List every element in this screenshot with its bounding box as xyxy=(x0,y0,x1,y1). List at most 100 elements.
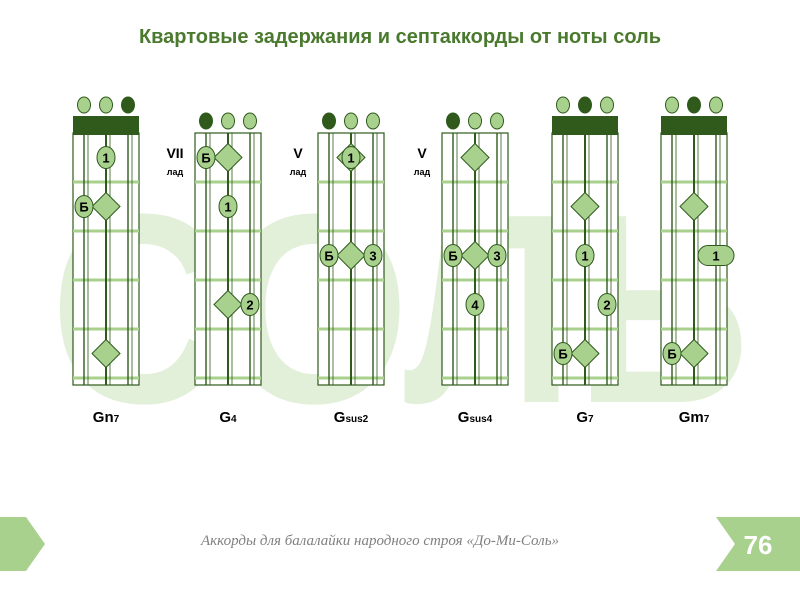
footer-left-arrow xyxy=(0,517,45,571)
finger-circle xyxy=(487,244,507,267)
finger-label: Б xyxy=(324,249,333,264)
open-string-2 xyxy=(99,96,113,114)
note-diamond xyxy=(570,338,600,369)
note-diamond xyxy=(460,240,490,271)
finger-circle xyxy=(218,195,238,218)
nut xyxy=(552,116,618,135)
watermark-text: СОЛЬ xyxy=(50,159,750,460)
finger-label: Б xyxy=(201,151,210,166)
chord-name-suffix: sus2 xyxy=(345,414,368,425)
finger-circle xyxy=(443,244,463,267)
nut xyxy=(73,116,139,135)
finger-circle xyxy=(319,244,339,267)
open-string-2 xyxy=(578,96,592,114)
finger-label: 3 xyxy=(369,249,376,264)
finger-label: 2 xyxy=(246,298,253,313)
chord-g4: VII лад Б 1 2 G4 xyxy=(166,112,262,426)
finger-circle xyxy=(196,146,216,169)
open-string-1 xyxy=(556,96,570,114)
finger-circle xyxy=(341,146,361,169)
finger-circle xyxy=(96,146,116,169)
open-string-1 xyxy=(446,112,460,130)
finger-label: 1 xyxy=(712,249,719,264)
chord-name-root: Gn xyxy=(93,409,114,426)
note-diamond xyxy=(679,338,709,369)
finger-label: 3 xyxy=(493,249,500,264)
finger-label: Б xyxy=(558,347,567,362)
chord-name-root: Gm xyxy=(679,409,704,426)
finger-circle xyxy=(465,293,485,316)
note-diamond xyxy=(213,142,243,173)
finger-circle xyxy=(240,293,260,316)
note-diamond xyxy=(570,191,600,222)
open-string-2 xyxy=(221,112,235,130)
finger-circle xyxy=(662,342,682,365)
fret-number-label: VII xyxy=(166,145,183,161)
finger-circle xyxy=(74,195,94,218)
finger-label: 4 xyxy=(471,298,479,313)
chord-name-root: G xyxy=(576,409,588,426)
finger-circle xyxy=(363,244,383,267)
chord-name-root: G xyxy=(334,409,346,426)
page-title: Квартовые задержания и септаккорды от но… xyxy=(138,26,662,48)
open-string-3 xyxy=(366,112,380,130)
chord-name-suffix: 4 xyxy=(231,414,237,425)
nut xyxy=(661,116,727,135)
chord-name-suffix: sus4 xyxy=(469,414,492,425)
finger-label: Б xyxy=(79,200,88,215)
fret-word-label: лад xyxy=(290,167,307,177)
fret-number-label: V xyxy=(293,145,303,161)
chord-name-root: G xyxy=(219,409,231,426)
note-diamond xyxy=(213,289,243,320)
open-string-3 xyxy=(709,96,723,114)
chord-name-root: G xyxy=(458,409,470,426)
note-diamond xyxy=(91,338,121,369)
open-string-3 xyxy=(121,96,135,114)
note-diamond xyxy=(336,240,366,271)
chord-name-suffix: 7 xyxy=(588,414,594,425)
note-diamond xyxy=(679,191,709,222)
finger-label: Б xyxy=(448,249,457,264)
finger-circle xyxy=(597,293,617,316)
fret-word-label: лад xyxy=(414,167,431,177)
chord-name: G7 xyxy=(576,409,594,426)
footer-page-tab xyxy=(716,517,800,571)
finger-label: 1 xyxy=(347,151,354,166)
chord-gn7: 1 Б Gn7 xyxy=(72,96,140,426)
open-string-2 xyxy=(344,112,358,130)
chord-name: Gn7 xyxy=(93,409,120,426)
page-number: 76 xyxy=(743,530,773,560)
finger-barre xyxy=(697,245,735,266)
open-string-2 xyxy=(687,96,701,114)
chord-g7: 1 2 Б G7 xyxy=(551,96,619,426)
finger-label: 1 xyxy=(102,151,109,166)
finger-circle xyxy=(553,342,573,365)
open-string-2 xyxy=(468,112,482,130)
finger-label: 2 xyxy=(603,298,610,313)
chord-name: Gm7 xyxy=(679,409,710,426)
chord-name: Gsus4 xyxy=(458,409,493,426)
chord-name-suffix: 7 xyxy=(704,414,710,425)
chord-name: Gsus2 xyxy=(334,409,369,426)
footer-bar xyxy=(0,517,800,571)
open-string-1 xyxy=(665,96,679,114)
finger-label: Б xyxy=(667,347,676,362)
note-diamond xyxy=(460,142,490,173)
open-string-3 xyxy=(243,112,257,130)
open-string-3 xyxy=(490,112,504,130)
fret-number-label: V xyxy=(417,145,427,161)
open-string-1 xyxy=(199,112,213,130)
finger-label: 1 xyxy=(581,249,588,264)
finger-label: 1 xyxy=(224,200,231,215)
note-diamond xyxy=(91,191,121,222)
finger-circle xyxy=(575,244,595,267)
chord-name: G4 xyxy=(219,409,237,426)
fret-word-label: лад xyxy=(167,167,184,177)
footer-caption: Аккорды для балалайки народного строя «Д… xyxy=(200,533,560,549)
open-string-1 xyxy=(322,112,336,130)
